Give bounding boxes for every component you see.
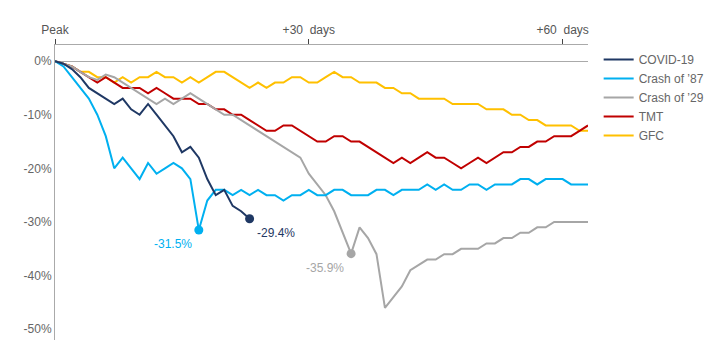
svg-text:-30%: -30% [24, 215, 52, 229]
svg-text:Peak: Peak [41, 23, 69, 37]
svg-text:+60 days: +60 days [536, 23, 588, 37]
svg-text:-10%: -10% [24, 108, 52, 122]
svg-text:COVID-19: COVID-19 [639, 53, 695, 67]
svg-text:-29.4%: -29.4% [257, 226, 295, 240]
svg-text:+30 days: +30 days [283, 23, 335, 37]
svg-text:-35.9%: -35.9% [306, 261, 344, 275]
svg-text:0%: 0% [34, 54, 52, 68]
svg-text:-31.5%: -31.5% [154, 237, 192, 251]
svg-text:Crash of ’29: Crash of ’29 [639, 91, 704, 105]
svg-text:TMT: TMT [639, 110, 664, 124]
svg-text:-20%: -20% [24, 162, 52, 176]
svg-text:Crash of ’87: Crash of ’87 [639, 72, 704, 86]
svg-text:GFC: GFC [639, 129, 665, 143]
svg-text:-50%: -50% [24, 322, 52, 336]
svg-text:-40%: -40% [24, 269, 52, 283]
